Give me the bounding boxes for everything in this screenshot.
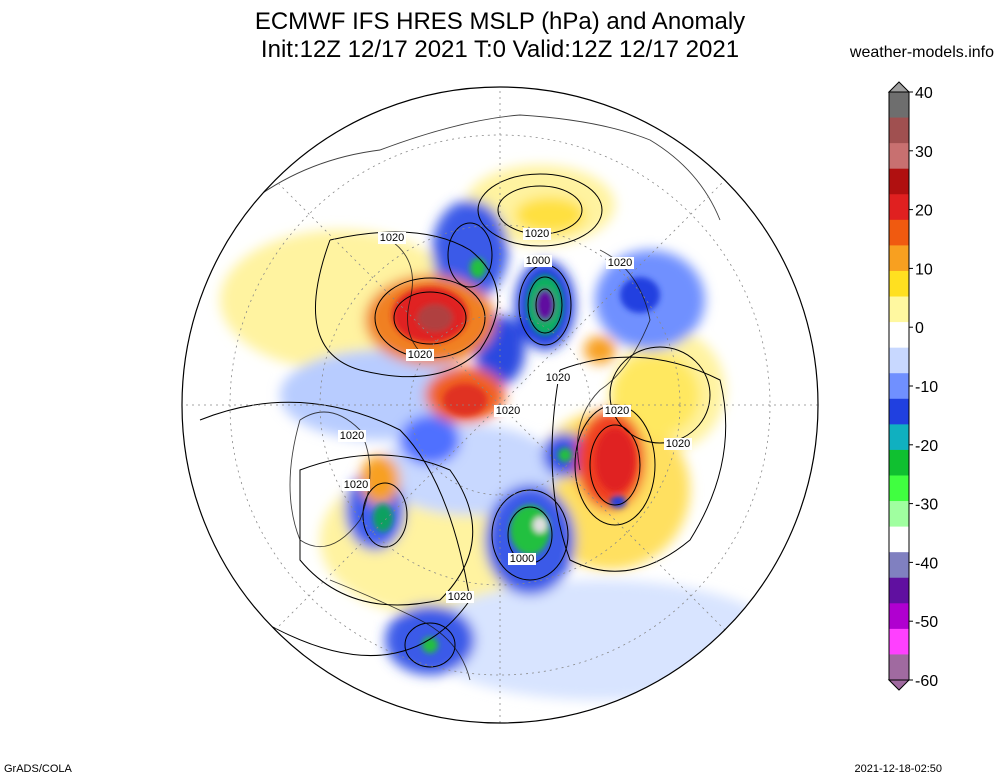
colorbar-tick-label: -50: [915, 614, 938, 631]
colorbar-segment: [889, 577, 909, 604]
colorbar-tick-label: 20: [915, 203, 933, 220]
isobar-label: 1020: [448, 591, 472, 603]
software-credit: GrADS/COLA: [4, 763, 72, 775]
isobar-label: 1000: [510, 553, 534, 565]
colorbar-bottom-arrow: [887, 679, 911, 691]
anomaly-field: [182, 87, 818, 723]
isobar-label: 1020: [380, 232, 404, 244]
colorbar-segment: [889, 501, 909, 528]
isobar-label: 1000: [526, 255, 550, 267]
colorbar-segment: [889, 603, 909, 630]
colorbar-segment: [889, 347, 909, 374]
colorbar-segment: [889, 92, 909, 119]
colorbar-segment: [889, 168, 909, 195]
isobar-label: 1020: [496, 405, 520, 417]
colorbar-segment: [889, 552, 909, 579]
isobar-label: 1020: [525, 228, 549, 240]
colorbar-segment: [889, 219, 909, 246]
colorbar-segment: [889, 398, 909, 425]
colorbar-segments: [888, 91, 910, 681]
map-boundary: [181, 86, 819, 724]
colorbar-tick-label: 40: [915, 85, 933, 102]
colorbar-tick-label: -30: [915, 497, 938, 514]
map-title: ECMWF IFS HRES MSLP (hPa) and Anomaly: [254, 8, 746, 35]
contour-labels: 1020 1020 1000 1020 1020 1020 1020 1020 1020 1020…: [338, 228, 692, 603]
isobar-label: 1020: [666, 438, 690, 450]
colorbar-tick-label: 10: [915, 261, 933, 278]
colorbar-tick-label: -20: [915, 438, 938, 455]
colorbar-segment: [889, 424, 909, 451]
colorbar-segment: [889, 117, 909, 144]
colorbar-tick-label: -40: [915, 555, 938, 572]
isobar-label: 1020: [344, 479, 368, 491]
colorbar-segment: [889, 526, 909, 553]
isobar-label: 1020: [605, 405, 629, 417]
isobar-label: 1020: [340, 430, 364, 442]
colorbar-segment: [889, 143, 909, 170]
isobar-label: 1020: [408, 349, 432, 361]
isobar-label: 1020: [546, 372, 570, 384]
colorbar-segment: [889, 654, 909, 681]
colorbar-top-arrow: [887, 81, 911, 93]
colorbar-segment: [889, 373, 909, 400]
colorbar-tick-label: -10: [915, 379, 938, 396]
colorbar-segment: [889, 296, 909, 323]
colorbar-tick-label: 0: [915, 320, 924, 337]
colorbar-segment: [889, 270, 909, 298]
isobar-label: 1020: [608, 257, 632, 269]
colorbar-tick-label: 30: [915, 144, 933, 161]
map-subtitle: Init:12Z 12/17 2021 T:0 Valid:12Z 12/17 …: [260, 36, 740, 63]
generation-timestamp: 2021-12-18-02:50: [854, 763, 942, 775]
colorbar-segment: [889, 628, 909, 655]
colorbar-tick-label: -60: [915, 673, 938, 690]
source-site: weather-models.info: [849, 44, 994, 61]
colorbar-segment: [889, 449, 909, 476]
colorbar-segment: [889, 475, 909, 502]
colorbar-ticks: 40 30 20 10 0 -10 -20 -30 -40 -50 -60: [909, 85, 938, 690]
colorbar-segment: [889, 322, 909, 349]
colorbar-segment: [889, 194, 909, 221]
colorbar-segment: [889, 245, 909, 272]
